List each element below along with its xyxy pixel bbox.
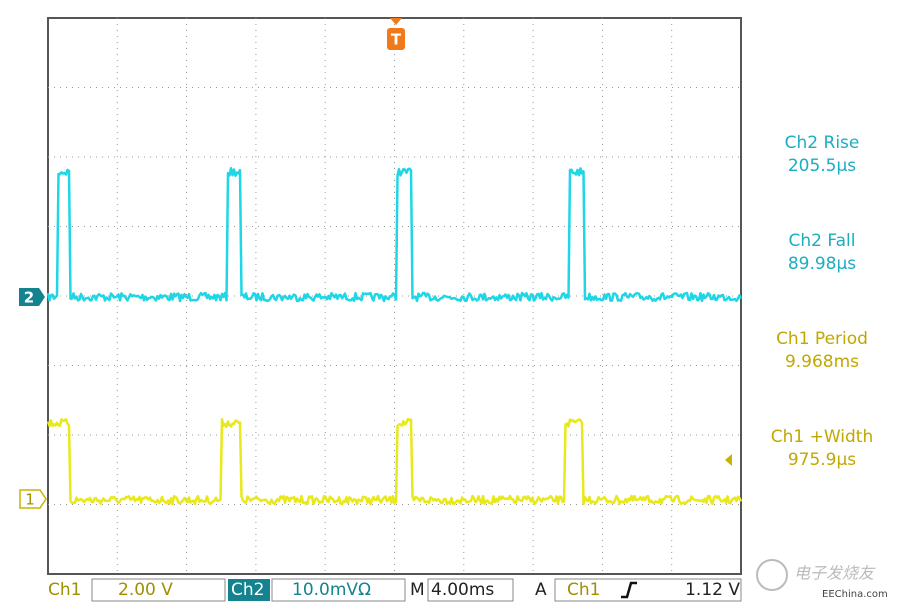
trigger-box: [554, 578, 742, 602]
measurement-label: Ch2 Fall: [789, 231, 856, 251]
measurement-value: 205.5µs: [788, 156, 856, 176]
ch1-scale: 2.00 V: [118, 580, 173, 600]
logo-text: 电子发烧友: [794, 564, 876, 583]
ch2-label: Ch2: [231, 580, 264, 600]
ch2-marker-box: [19, 288, 45, 306]
ch2-scale: 10.0mVΩ: [292, 580, 371, 600]
measurements: Ch2 Rise 205.5µs Ch2 Fall 89.98µs Ch1 Period…: [771, 133, 874, 470]
timebase-box: [427, 578, 514, 602]
ch1-trace: [46, 417, 743, 506]
trigger-mode: A: [535, 580, 547, 600]
watermark: EEChina.com: [822, 589, 888, 600]
ch2-marker: 2: [24, 289, 34, 307]
measurement-label: Ch1 +Width: [771, 427, 874, 447]
ch2-scale-box: [271, 578, 406, 602]
ch1-scale-box: [91, 578, 226, 602]
measurement-value: 975.9µs: [788, 450, 856, 470]
ch1-marker-box: [19, 489, 47, 509]
waveforms: [46, 166, 743, 506]
trigger-slope-icon: [621, 581, 637, 599]
trigger-level: 1.12 V: [685, 580, 740, 600]
measurement-label: Ch2 Rise: [785, 133, 860, 153]
logo-icon: [756, 559, 788, 591]
ch2-trace: [46, 166, 743, 303]
trigger-marker-box: [387, 28, 405, 50]
measurement-value: 89.98µs: [788, 254, 856, 274]
trigger-source: Ch1: [567, 580, 600, 600]
trigger-level-marker: [725, 454, 732, 466]
measurement-label: Ch1 Period: [776, 329, 868, 349]
ch1-label: Ch1: [48, 580, 81, 600]
trigger-marker: T: [391, 31, 402, 49]
ch1-marker: 1: [25, 491, 35, 509]
timebase-label: M: [410, 580, 425, 600]
ch2-label-box: [228, 579, 270, 601]
measurement-value: 9.968ms: [785, 352, 859, 372]
timebase: 4.00ms: [431, 580, 494, 600]
trigger-arrow: [390, 18, 402, 25]
